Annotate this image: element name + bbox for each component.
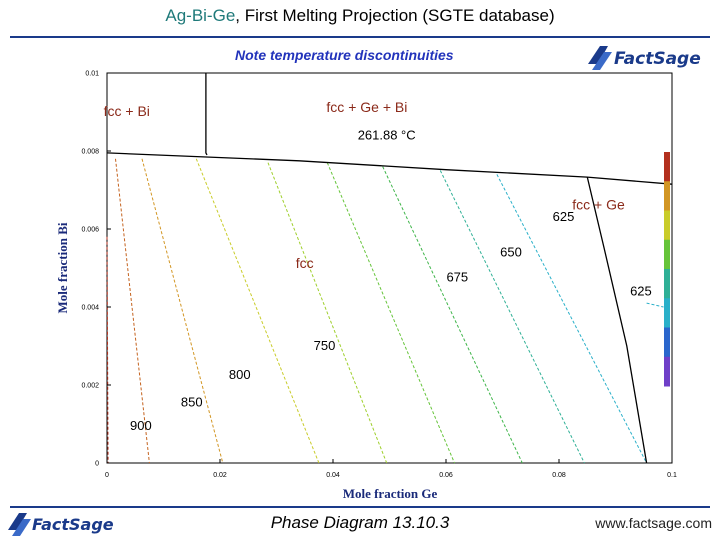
title-rest: , First Melting Projection (SGTE databas…	[235, 6, 555, 25]
region-label-3: fcc	[296, 255, 314, 271]
y-tick-label-2: 0.004	[81, 305, 99, 312]
x-tick-label-0: 0	[105, 472, 109, 479]
ticks-layer: 0 0.02 0.04 0.06 0.08 0.1 0 0.002 0.004 0.006 0.00…	[81, 71, 677, 480]
logo-bottom-text: FactSage	[32, 515, 114, 534]
y-tick-label-3: 0.006	[81, 227, 99, 234]
isotherm-625-9	[646, 302, 664, 308]
isotherm-label-5: 650	[500, 244, 522, 259]
isotherm-label-3: 750	[314, 338, 336, 353]
isotherm-650-7	[439, 170, 585, 464]
isotherm-label-4: 675	[446, 270, 468, 285]
invariant-temperature-label: 261.88 °C	[358, 127, 416, 142]
isotherm-625-8	[496, 174, 648, 464]
phase-boundary-1	[106, 152, 673, 185]
labels-layer: fcc + Bi fcc + Ge + Bi fcc + Ge fcc 261.88 °…	[104, 99, 652, 433]
x-axis-label: Mole fraction Ge	[343, 486, 438, 501]
isotherms-layer	[106, 158, 664, 464]
region-label-1: fcc + Ge + Bi	[326, 99, 407, 115]
footer-caption: Phase Diagram 13.10.3	[270, 513, 450, 532]
logo-top-text: FactSage	[614, 49, 701, 69]
chart-subtitle: Note temperature discontinuities	[235, 47, 454, 63]
isotherm-725-4	[267, 162, 388, 464]
bottom-divider	[10, 506, 710, 508]
footer-website-link[interactable]: www.factsage.com	[595, 515, 712, 531]
factsage-logo-bottom: FactSage	[8, 513, 114, 536]
color-scale-segment-3	[664, 239, 670, 270]
y-tick-label-4: 0.008	[81, 149, 99, 156]
y-tick-label-1: 0.002	[81, 383, 99, 390]
y-tick-label-5: 0.01	[85, 71, 99, 78]
x-tick-label-4: 0.08	[552, 472, 566, 479]
phase-boundary-0	[205, 73, 208, 156]
color-scale-segment-0	[664, 152, 670, 182]
isotherm-700-5	[326, 162, 455, 464]
isotherm-675-6	[382, 166, 523, 464]
factsage-logo-top: FactSage	[588, 46, 701, 70]
isotherm-label-7: 625	[630, 283, 652, 298]
isotherm-850-1	[115, 158, 150, 464]
isotherm-800-2	[141, 158, 224, 464]
y-tick-label-0: 0	[95, 461, 99, 468]
color-scale-segment-5	[664, 298, 670, 328]
color-scale-segment-6	[664, 327, 670, 358]
isotherm-750-3	[195, 158, 320, 464]
isotherm-label-2: 800	[229, 367, 251, 382]
x-tick-label-5: 0.1	[667, 472, 677, 479]
phase-boundaries-layer	[106, 73, 673, 464]
isotherm-900-0	[106, 236, 109, 464]
chart-title: Ag-Bi-Ge, First Melting Projection (SGTE…	[0, 6, 720, 26]
x-tick-label-2: 0.04	[326, 472, 340, 479]
color-scale-segment-2	[664, 210, 670, 241]
isotherm-label-1: 850	[181, 394, 203, 409]
x-tick-label-3: 0.06	[439, 472, 453, 479]
x-tick-label-1: 0.02	[213, 472, 227, 479]
y-axis-label: Mole fraction Bi	[55, 222, 70, 313]
color-scale-segment-7	[664, 356, 670, 387]
region-label-2: fcc + Ge	[572, 197, 625, 213]
isotherm-label-6: 625	[553, 209, 575, 224]
isotherm-label-0: 900	[130, 418, 152, 433]
top-divider	[10, 36, 710, 38]
title-system: Ag-Bi-Ge	[165, 6, 236, 25]
phase-boundary-2	[586, 176, 648, 464]
color-scale-segment-1	[664, 181, 670, 211]
color-scale	[664, 152, 670, 387]
color-scale-segment-4	[664, 269, 670, 299]
region-label-0: fcc + Bi	[104, 103, 150, 119]
